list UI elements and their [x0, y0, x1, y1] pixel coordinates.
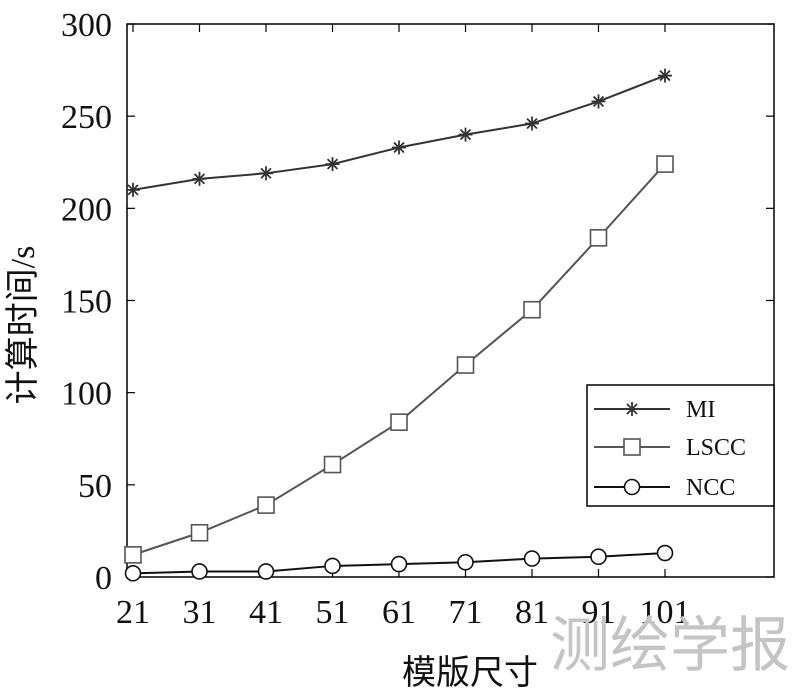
- y-tick-label: 0: [95, 560, 112, 597]
- data-point: [191, 563, 208, 580]
- asterisk-stroke: [526, 117, 538, 130]
- x-tick-label: 31: [183, 594, 217, 631]
- x-tick-label: 81: [515, 594, 549, 631]
- x-tick-label: 71: [449, 594, 483, 631]
- data-point: [325, 157, 340, 172]
- data-point: [390, 555, 408, 573]
- data-point: [190, 523, 209, 542]
- y-tick-label: 50: [78, 468, 112, 505]
- asterisk-stroke: [260, 167, 272, 179]
- legend: MI LSCC NCC: [586, 384, 775, 507]
- data-point: [324, 557, 341, 575]
- legend-items: MI LSCC NCC: [594, 397, 746, 501]
- asterisk-stroke: [659, 70, 671, 82]
- legend-marker: [625, 402, 639, 416]
- x-tick-label: 41: [249, 594, 283, 631]
- asterisk-stroke: [326, 158, 339, 170]
- asterisk-stroke: [393, 141, 405, 154]
- series-line: [132, 163, 666, 556]
- legend-marker: [623, 438, 641, 456]
- data-point: [259, 166, 273, 181]
- y-tick-label: 200: [61, 191, 112, 228]
- data-point: [656, 544, 674, 562]
- legend-label: NCC: [686, 475, 735, 501]
- data-point: [523, 550, 541, 567]
- data-point: [257, 563, 275, 580]
- data-point: [590, 548, 607, 566]
- data-point: [124, 565, 142, 582]
- data-point: [456, 356, 475, 374]
- y-tick-label: 300: [61, 7, 112, 44]
- data-point: [591, 94, 606, 109]
- x-axis-title: 模版尺寸: [402, 654, 538, 692]
- legend-marker: [623, 478, 641, 496]
- series-lscc: [124, 155, 674, 564]
- data-point: [658, 68, 672, 83]
- asterisk-stroke: [626, 403, 638, 415]
- asterisk-stroke: [459, 129, 472, 141]
- data-point: [257, 496, 275, 514]
- data-point: [124, 546, 142, 564]
- x-tick-label: 61: [382, 594, 416, 631]
- data-point: [525, 116, 539, 131]
- x-tick-label: 21: [116, 594, 150, 631]
- asterisk-stroke: [193, 173, 206, 185]
- legend-item-lscc: LSCC: [594, 435, 746, 461]
- legend-label: LSCC: [686, 435, 746, 461]
- data-point: [458, 127, 473, 142]
- asterisk-stroke: [592, 95, 605, 108]
- series-ncc: [124, 544, 674, 582]
- legend-item-mi: MI: [594, 397, 715, 423]
- x-tick-label: 101: [640, 594, 691, 631]
- series-mi: [126, 68, 672, 197]
- x-tick-label: 51: [316, 594, 350, 631]
- series-layer: [124, 68, 674, 582]
- data-point: [192, 171, 207, 186]
- data-point: [457, 553, 474, 571]
- data-point: [126, 182, 140, 197]
- data-point: [323, 455, 342, 474]
- data-point: [523, 300, 541, 319]
- y-axis-title: 计算时间/s: [4, 246, 42, 405]
- y-tick-label: 250: [61, 99, 112, 136]
- y-tick-label: 150: [61, 284, 112, 321]
- data-point: [390, 413, 408, 431]
- x-tick-label: 91: [582, 594, 616, 631]
- asterisk-stroke: [127, 184, 139, 196]
- series-line: [132, 74, 666, 191]
- y-tick-label: 100: [61, 376, 112, 413]
- x-axis-ticks: 21 31 41 51 61 71 81 91 101: [116, 24, 691, 631]
- watermark: 测绘学报: [550, 611, 790, 681]
- data-point: [392, 140, 406, 155]
- y-axis-ticks: 0 50 100 150 200 250 300: [61, 7, 774, 597]
- data-point: [656, 155, 674, 173]
- legend-box: [586, 384, 775, 507]
- legend-item-ncc: NCC: [594, 475, 735, 501]
- data-point: [589, 229, 608, 247]
- legend-label: MI: [686, 397, 715, 423]
